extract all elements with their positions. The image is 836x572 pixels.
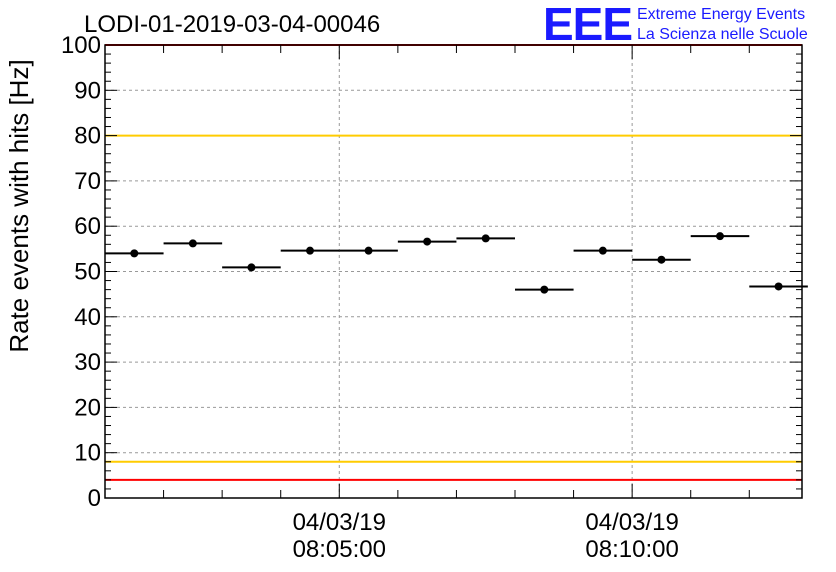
y-tick-label: 100 <box>61 32 101 59</box>
data-point <box>657 255 666 264</box>
data-point <box>364 246 373 255</box>
data-point <box>540 285 549 294</box>
data-point <box>598 246 607 255</box>
y-tick-label: 70 <box>74 168 101 195</box>
y-tick-label: 60 <box>74 213 101 240</box>
logo-line1: Extreme Energy Events <box>637 6 805 23</box>
x-tick-label-time: 08:05:00 <box>293 536 386 563</box>
data-point <box>247 263 256 272</box>
y-tick-label: 50 <box>74 259 101 286</box>
data-point <box>716 232 724 241</box>
axes: 010203040506070809010004/03/1908:05:0004… <box>61 32 803 563</box>
y-tick-label: 10 <box>74 440 101 467</box>
reference-lines <box>105 44 802 481</box>
data-point <box>130 249 139 258</box>
x-tick-label-date: 04/03/19 <box>585 509 678 536</box>
data-point <box>188 239 197 248</box>
data-points <box>105 232 808 294</box>
x-tick-label-date: 04/03/19 <box>293 509 386 536</box>
data-point <box>774 282 783 291</box>
y-tick-label: 20 <box>74 394 101 421</box>
chart-title: LODI-01-2019-03-04-00046 <box>84 11 380 38</box>
eee-logo: EEE Extreme Energy Events La Scienza nel… <box>543 0 808 50</box>
y-axis-title: Rate events with hits [Hz] <box>4 59 34 352</box>
logo-acronym: EEE <box>543 0 632 50</box>
y-tick-label: 80 <box>74 123 101 150</box>
data-point <box>481 234 490 243</box>
data-point <box>306 246 314 255</box>
y-tick-label: 40 <box>74 304 101 331</box>
grid <box>105 45 802 498</box>
y-tick-label: 0 <box>88 485 101 512</box>
logo-line2: La Scienza nelle Scuole <box>637 26 808 43</box>
y-tick-label: 30 <box>74 349 101 376</box>
y-tick-label: 90 <box>74 77 101 104</box>
x-tick-label-time: 08:10:00 <box>585 536 678 563</box>
data-point <box>423 237 432 246</box>
